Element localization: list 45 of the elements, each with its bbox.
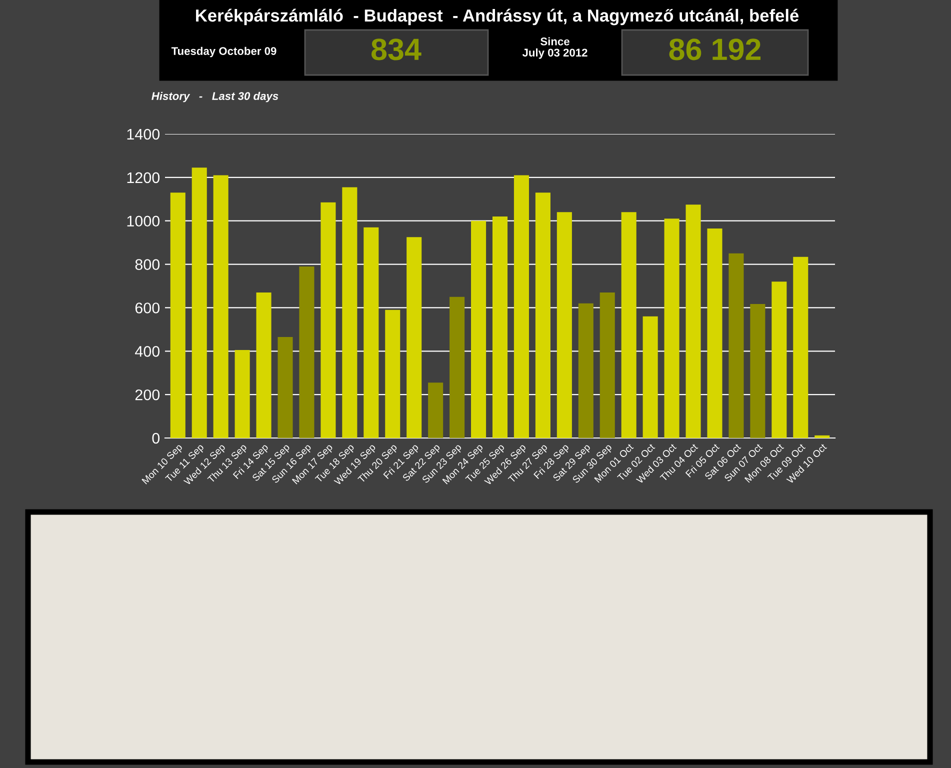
bar [342, 187, 358, 438]
bar [772, 282, 787, 438]
bar [428, 382, 444, 438]
bar [234, 350, 250, 438]
bar [299, 266, 314, 438]
bar [750, 304, 766, 438]
y-tick-label: 600 [135, 302, 160, 314]
bar [642, 316, 658, 438]
text: 86 192 [669, 38, 761, 60]
bar [170, 192, 186, 438]
bar [514, 175, 529, 438]
text: History - Last 30 days [152, 92, 278, 102]
bar [406, 237, 422, 438]
bar [278, 337, 293, 438]
bar [213, 175, 228, 438]
text: 834 [371, 38, 422, 60]
y-tick-label: 200 [135, 389, 160, 400]
bar [471, 220, 486, 438]
bar [556, 212, 572, 438]
bar [320, 202, 336, 438]
bar [535, 192, 550, 438]
bar [256, 292, 272, 438]
text: Since July 03 2012 [522, 37, 588, 59]
text: Tuesday October 09 [171, 46, 276, 58]
bar [793, 256, 808, 438]
bar [578, 303, 594, 438]
y-tick-label: 1200 [127, 172, 160, 184]
bar [600, 292, 615, 438]
bar [621, 212, 636, 438]
bar [192, 168, 207, 438]
bar [385, 310, 400, 438]
bar [707, 228, 722, 438]
y-tick-label: 0 [152, 432, 160, 444]
y-tick-label: 800 [135, 259, 160, 270]
y-tick-label: 1000 [127, 216, 160, 227]
chart-title: Kerékpárszámláló - Budapest - Andrássy út, a Nagymező utcánál, befelé [196, 8, 799, 26]
bar [450, 296, 465, 438]
y-tick-label: 1400 [127, 128, 160, 140]
bar [492, 216, 508, 438]
y-tick-label: 400 [135, 346, 160, 357]
bar [686, 204, 701, 438]
bar [728, 253, 744, 438]
bar [364, 227, 379, 438]
bar [664, 218, 680, 438]
bar [814, 435, 830, 438]
